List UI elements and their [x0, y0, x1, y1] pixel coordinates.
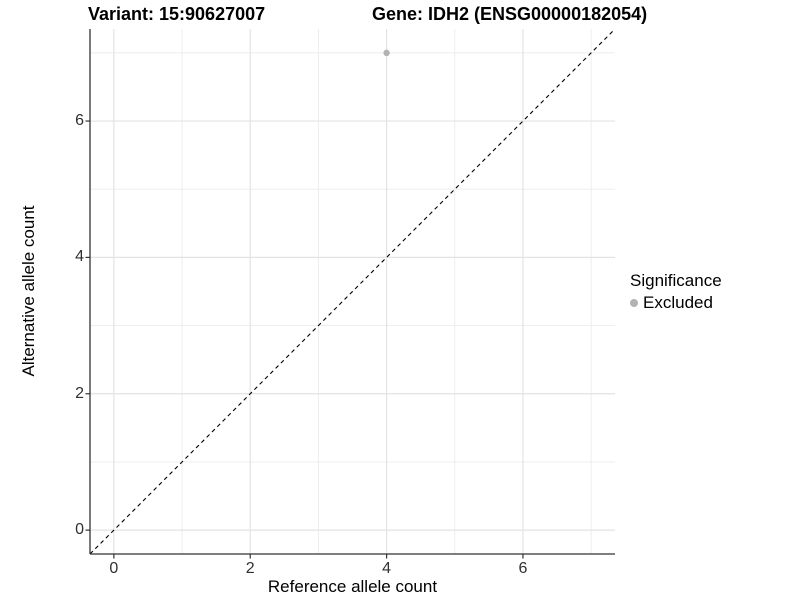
y-tick-label: 4	[75, 248, 84, 266]
y-axis-title: Alternative allele count	[19, 205, 38, 377]
y-tick-label: 2	[75, 384, 84, 402]
legend-item-label: Excluded	[643, 293, 713, 312]
identity-line	[89, 28, 616, 555]
x-tick-label: 4	[382, 560, 392, 577]
data-point	[383, 49, 390, 57]
legend-item-excluded: Excluded	[630, 293, 722, 313]
x-tick-label: 0	[109, 560, 119, 577]
x-tick-label: 6	[518, 560, 528, 577]
gene-title: Gene: IDH2 (ENSG00000182054)	[372, 4, 648, 24]
legend-title: Significance	[630, 271, 722, 290]
x-axis-title: Reference allele count	[267, 577, 438, 596]
legend: Significance Excluded	[630, 271, 722, 313]
y-tick-label: 0	[75, 521, 84, 539]
x-tick-label: 2	[245, 560, 255, 577]
variant-title: Variant: 15:90627007	[88, 4, 266, 24]
excluded-point-icon	[630, 299, 638, 307]
y-tick-label: 6	[75, 112, 84, 130]
